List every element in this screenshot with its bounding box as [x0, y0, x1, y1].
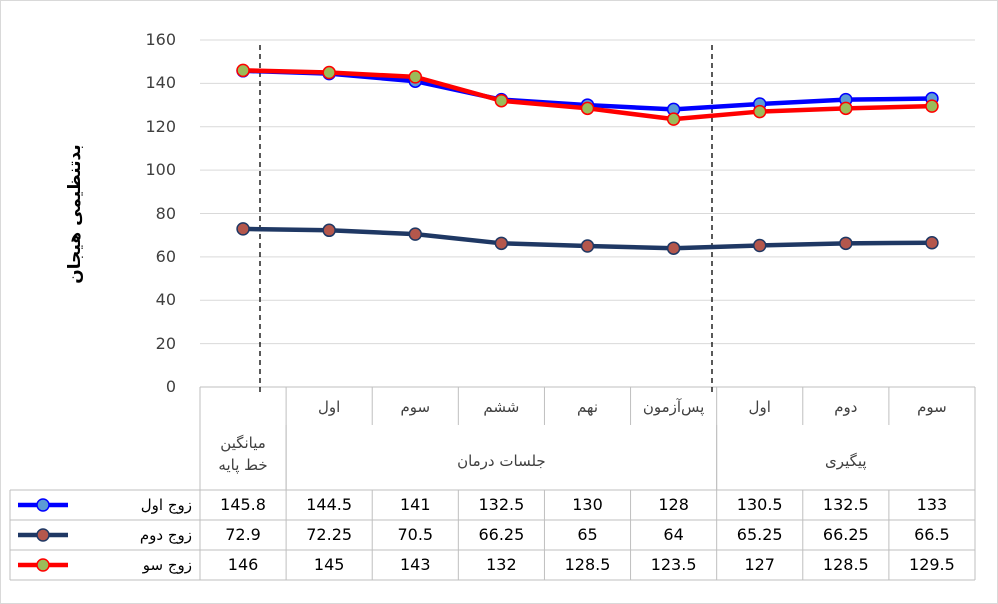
table-value: 130 — [544, 496, 630, 514]
y-tick-label: 0 — [120, 378, 176, 396]
x-tick-label: سوم — [372, 398, 458, 416]
table-value: 130.5 — [717, 496, 803, 514]
legend-label: زوج سو — [72, 556, 192, 574]
table-value: 132 — [458, 556, 544, 574]
table-value: 141 — [372, 496, 458, 514]
data-point — [926, 237, 938, 249]
table-value: 145 — [286, 556, 372, 574]
data-point — [323, 224, 335, 236]
y-tick-label: 140 — [120, 74, 176, 92]
x-tick-label: دوم — [803, 398, 889, 416]
table-value: 70.5 — [372, 526, 458, 544]
x-tick-label: نهم — [544, 398, 630, 416]
data-point — [668, 113, 680, 125]
table-value: 133 — [889, 496, 975, 514]
x-tick-label: ششم — [458, 398, 544, 416]
table-value: 66.5 — [889, 526, 975, 544]
legend-label: زوج دوم — [72, 526, 192, 544]
y-tick-label: 20 — [120, 335, 176, 353]
category-group-label: میانگین خط پایه — [208, 432, 278, 476]
data-point — [582, 240, 594, 252]
table-value: 145.8 — [200, 496, 286, 514]
y-axis-title: بدتنظیمی هیجان — [66, 114, 84, 314]
data-point — [237, 64, 249, 76]
y-tick-label: 100 — [120, 161, 176, 179]
table-value: 65 — [544, 526, 630, 544]
x-tick-label: اول — [717, 398, 803, 416]
data-point — [409, 71, 421, 83]
table-value: 72.9 — [200, 526, 286, 544]
table-value: 128.5 — [544, 556, 630, 574]
table-value: 123.5 — [631, 556, 717, 574]
table-value: 64 — [631, 526, 717, 544]
category-group-label: پیگیری — [725, 450, 967, 472]
data-point — [840, 237, 852, 249]
table-value: 72.25 — [286, 526, 372, 544]
table-value: 129.5 — [889, 556, 975, 574]
table-value: 66.25 — [458, 526, 544, 544]
legend-label: زوج اول — [72, 496, 192, 514]
data-point — [323, 67, 335, 79]
data-point — [582, 102, 594, 114]
data-point — [495, 237, 507, 249]
data-point — [926, 100, 938, 112]
data-point — [409, 228, 421, 240]
category-group-label: جلسات درمان — [294, 450, 709, 472]
x-tick-label: سوم — [889, 398, 975, 416]
data-point — [840, 102, 852, 114]
data-point — [495, 95, 507, 107]
y-tick-label: 60 — [120, 248, 176, 266]
data-point — [754, 106, 766, 118]
table-value: 127 — [717, 556, 803, 574]
y-tick-label: 80 — [120, 205, 176, 223]
legend-marker — [37, 529, 49, 541]
table-value: 66.25 — [803, 526, 889, 544]
table-value: 132.5 — [803, 496, 889, 514]
table-value: 65.25 — [717, 526, 803, 544]
chart-page: بدتنظیمی هیجان 020406080100120140160اولس… — [0, 0, 998, 604]
y-tick-label: 120 — [120, 118, 176, 136]
table-value: 143 — [372, 556, 458, 574]
y-tick-label: 160 — [120, 31, 176, 49]
data-point — [237, 223, 249, 235]
legend-marker — [37, 499, 49, 511]
table-value: 146 — [200, 556, 286, 574]
data-point — [754, 239, 766, 251]
y-tick-label: 40 — [120, 291, 176, 309]
x-tick-label: پس‌آزمون — [631, 398, 717, 416]
data-point — [668, 242, 680, 254]
table-value: 132.5 — [458, 496, 544, 514]
legend-marker — [37, 559, 49, 571]
table-value: 144.5 — [286, 496, 372, 514]
x-tick-label: اول — [286, 398, 372, 416]
table-value: 128.5 — [803, 556, 889, 574]
table-value: 128 — [631, 496, 717, 514]
